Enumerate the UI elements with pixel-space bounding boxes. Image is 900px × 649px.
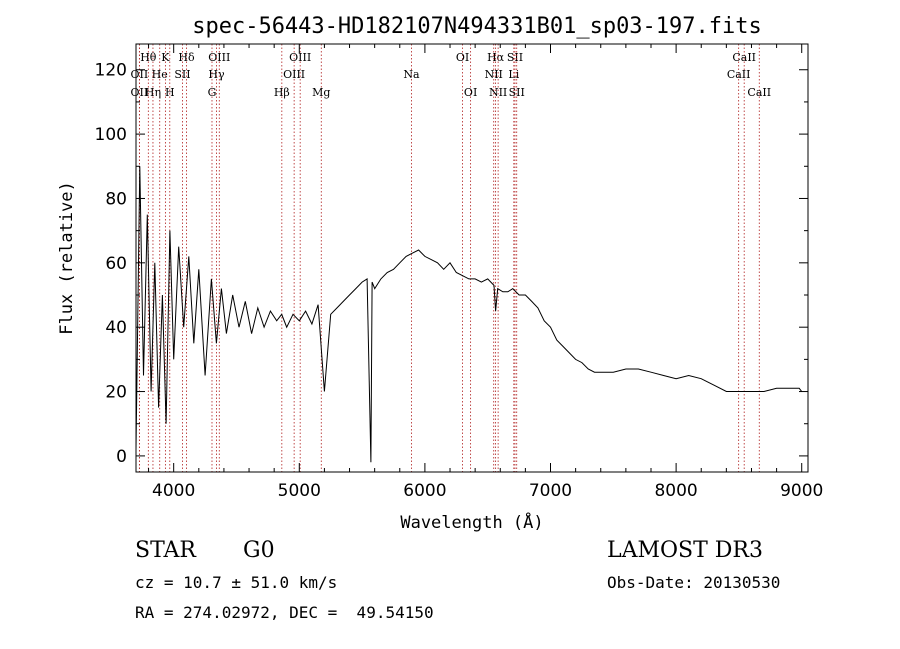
chart-title: spec-56443-HD182107N494331B01_sp03-197.f… <box>192 14 762 39</box>
plot-frame <box>135 43 809 473</box>
obs-date-text: Obs-Date: 20130530 <box>607 573 781 592</box>
object-subclass: G0 <box>243 538 275 563</box>
y-tick-label: 0 <box>116 447 127 467</box>
spectral-line-label: OIII <box>289 51 311 64</box>
spectral-line-label: Hα <box>487 51 505 64</box>
spectral-line-label: K <box>161 51 170 64</box>
spectral-line-label: Hδ <box>178 51 195 64</box>
redshift-text: cz = 10.7 ± 51.0 km/s <box>135 573 338 592</box>
x-axis-label: Wavelength (Å) <box>400 511 543 533</box>
x-tick-label: 6000 <box>403 481 446 501</box>
y-tick-label: 40 <box>105 318 127 338</box>
spectral-line-label: OIII <box>208 51 230 64</box>
spectral-line-label: Na <box>403 68 420 81</box>
y-tick-label: 20 <box>105 383 127 403</box>
spectral-line-label: CaII <box>727 68 751 81</box>
spectral-line-label: OI <box>464 86 477 99</box>
spectral-line-label: Hη <box>145 86 161 99</box>
coordinates-text: RA = 274.02972, DEC = 49.54150 <box>135 603 434 622</box>
survey-label: LAMOST DR3 <box>607 538 763 563</box>
spectral-line-label: OIII <box>283 68 305 81</box>
spectral-line-label: OII <box>131 68 149 81</box>
spectral-line-label: SII <box>509 86 525 99</box>
spectral-line-label: SII <box>507 51 523 64</box>
spectral-line-label: Hγ <box>208 68 225 81</box>
spectral-line-label: OI <box>456 51 469 64</box>
spectral-line-label: SII <box>174 68 190 81</box>
x-tick-label: 8000 <box>654 481 697 501</box>
x-tick-label: 4000 <box>152 481 195 501</box>
x-tick-label: 9000 <box>780 481 823 501</box>
spectral-line-label: Mg <box>312 86 330 99</box>
x-tick-label: 7000 <box>529 481 572 501</box>
spectral-line-label: He <box>152 68 168 81</box>
y-tick-label: 120 <box>95 61 127 81</box>
spectral-line-label: H <box>165 86 175 99</box>
y-tick-label: 60 <box>105 254 127 274</box>
y-axis-label: Flux (relative) <box>57 181 77 335</box>
spectral-line-label: Hβ <box>274 86 290 99</box>
spectral-line-label: G <box>208 86 217 99</box>
spectral-line-label: CaII <box>747 86 771 99</box>
y-tick-label: 100 <box>95 125 127 145</box>
y-tick-label: 80 <box>105 189 127 209</box>
spectral-line-label: NII <box>489 86 507 99</box>
object-class: STAR <box>135 538 196 563</box>
spectral-line-label: Li <box>508 68 519 81</box>
spectrum-series-line <box>135 166 803 463</box>
spectral-line-label: OII <box>131 86 149 99</box>
spectral-line-label: NII <box>485 68 503 81</box>
spectral-line-label: Hθ <box>140 51 157 64</box>
x-tick-label: 5000 <box>278 481 321 501</box>
spectral-line-label: CaII <box>732 51 756 64</box>
